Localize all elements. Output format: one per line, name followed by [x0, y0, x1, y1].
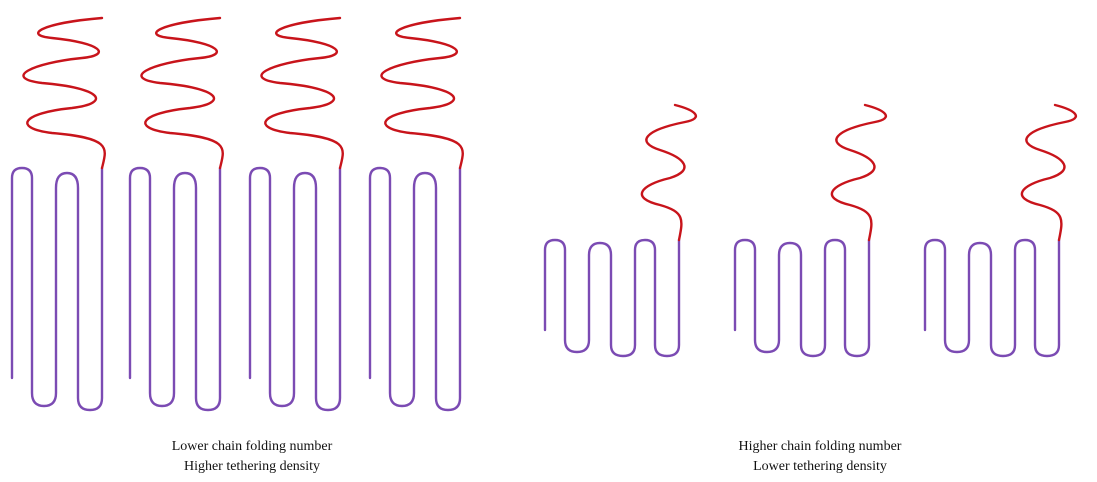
chain-unit: [130, 18, 223, 410]
caption-line: Higher chain folding number: [739, 439, 902, 454]
chain-unit: [12, 18, 105, 410]
diagram: Lower chain folding number Higher tether…: [0, 0, 1097, 482]
left-panel: Lower chain folding number Higher tether…: [12, 18, 463, 474]
right-panel: Higher chain folding number Lower tether…: [545, 105, 1076, 474]
caption-line: Higher tethering density: [184, 459, 320, 474]
chain-unit: [925, 105, 1076, 356]
chain-unit: [545, 105, 696, 356]
caption-line: Lower chain folding number: [172, 439, 333, 454]
chain-unit: [370, 18, 463, 410]
chain-unit: [735, 105, 886, 356]
caption-line: Lower tethering density: [753, 459, 887, 474]
chain-unit: [250, 18, 343, 410]
